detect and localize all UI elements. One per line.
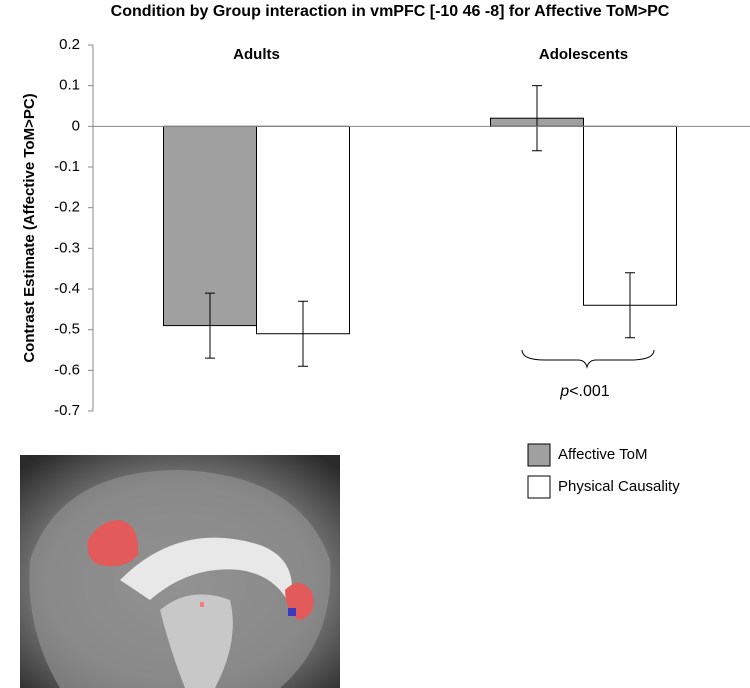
- chart-title: Condition by Group interaction in vmPFC …: [111, 3, 670, 20]
- legend-label: Physical Causality: [558, 478, 680, 495]
- y-tick-label: -0.6: [54, 361, 80, 378]
- y-axis-label: Contrast Estimate (Affective ToM>PC): [21, 93, 38, 362]
- legend-label: Affective ToM: [558, 446, 648, 463]
- error-bar: [205, 292, 215, 359]
- y-tick-label: -0.1: [54, 158, 80, 175]
- y-tick-label: -0.5: [54, 321, 80, 338]
- brain-image: [20, 455, 340, 688]
- error-bar: [625, 272, 635, 339]
- brace: [521, 349, 655, 369]
- y-tick-label: -0.2: [54, 199, 80, 216]
- category-label: Adolescents: [539, 46, 628, 63]
- legend-swatch: [527, 475, 551, 499]
- legend-swatch: [527, 443, 551, 467]
- error-bar: [298, 300, 308, 367]
- bar: [256, 125, 350, 335]
- y-tick-label: -0.4: [54, 280, 80, 297]
- category-label: Adults: [233, 46, 280, 63]
- y-tick-label: -0.3: [54, 239, 80, 256]
- y-tick-label: -0.7: [54, 402, 80, 419]
- y-tick-label: 0.2: [59, 36, 80, 53]
- annotation: p<.001: [560, 383, 610, 400]
- y-tick-label: 0.1: [59, 77, 80, 94]
- y-tick-label: 0: [72, 117, 80, 134]
- error-bar: [532, 85, 542, 152]
